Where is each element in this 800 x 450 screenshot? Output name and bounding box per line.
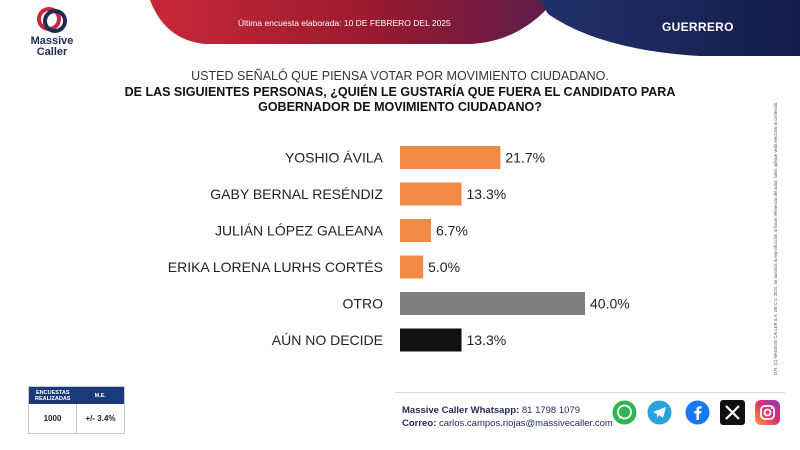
whatsapp-label: Massive Caller Whatsapp: <box>402 405 520 416</box>
whatsapp-number[interactable]: 81 1798 1079 <box>521 405 580 416</box>
category-label: GABY BERNAL RESÉNDIZ <box>210 186 383 202</box>
value-label: 40.0% <box>590 296 630 312</box>
telegram-icon[interactable] <box>647 400 672 425</box>
category-label: AÚN NO DECIDE <box>272 332 383 348</box>
bar <box>400 182 462 206</box>
bar <box>400 146 501 169</box>
x-icon[interactable] <box>720 400 745 425</box>
category-label: JULIÁN LÓPEZ GALEANA <box>215 223 384 239</box>
me-label: M.E. <box>94 392 106 399</box>
email-label: Correo: <box>402 418 437 429</box>
value-label: 5.0% <box>428 259 460 275</box>
category-label: OTRO <box>343 296 384 312</box>
value-label: 6.7% <box>436 223 468 239</box>
category-label: YOSHIO ÁVILA <box>285 150 384 166</box>
logo-mark-icon <box>35 6 69 36</box>
survey-date: Última encuesta elaborada: 10 DE FEBRERO… <box>238 18 451 28</box>
surveys-label: ENCUESTAS REALIZADAS <box>35 389 71 402</box>
bar <box>400 328 462 352</box>
copyright-note: D.R. (C) MASSIVE CALLER S.A. DE C.V. 202… <box>770 95 780 375</box>
svg-text:D.R. (C) MASSIVE CALLER S.A. D: D.R. (C) MASSIVE CALLER S.A. DE C.V. 202… <box>773 102 778 375</box>
value-label: 21.7% <box>505 150 545 166</box>
instagram-icon[interactable] <box>755 400 780 425</box>
email-address[interactable]: carlos.campos.riojas@massivecaller.com <box>438 418 613 429</box>
brand-name-line2: Caller <box>36 46 68 58</box>
bar <box>400 219 431 242</box>
header-banner <box>150 0 800 56</box>
question-intro: USTED SEÑALÓ QUE PIENSA VOTAR POR MOVIMI… <box>191 69 609 83</box>
question-title: DE LAS SIGUIENTES PERSONAS, ¿QUIÉN LE GU… <box>124 85 676 114</box>
bar-chart: YOSHIO ÁVILA 21.7% GABY BERNAL RESÉNDIZ 13.… <box>168 146 630 352</box>
footer-divider <box>395 392 785 393</box>
brand-logo: Massive Caller <box>22 6 82 58</box>
surveys-value: 1000 <box>29 404 77 433</box>
category-label: ERIKA LORENA LURHS CORTÉS <box>168 259 383 275</box>
state-label: GUERRERO <box>662 20 734 34</box>
facebook-icon[interactable] <box>685 400 710 425</box>
bar <box>400 255 424 279</box>
brand-name-line1: Massive <box>30 35 74 47</box>
methodology-box: ENCUESTAS REALIZADAS M.E. 1000 +/- 3.4% <box>28 386 125 434</box>
value-label: 13.3% <box>467 332 507 348</box>
contact-info: Massive Caller Whatsapp: 81 1798 1079 Co… <box>402 404 613 430</box>
bar <box>400 292 585 315</box>
me-value: +/- 3.4% <box>85 414 116 423</box>
value-label: 13.3% <box>467 186 507 202</box>
whatsapp-icon[interactable] <box>612 400 637 425</box>
